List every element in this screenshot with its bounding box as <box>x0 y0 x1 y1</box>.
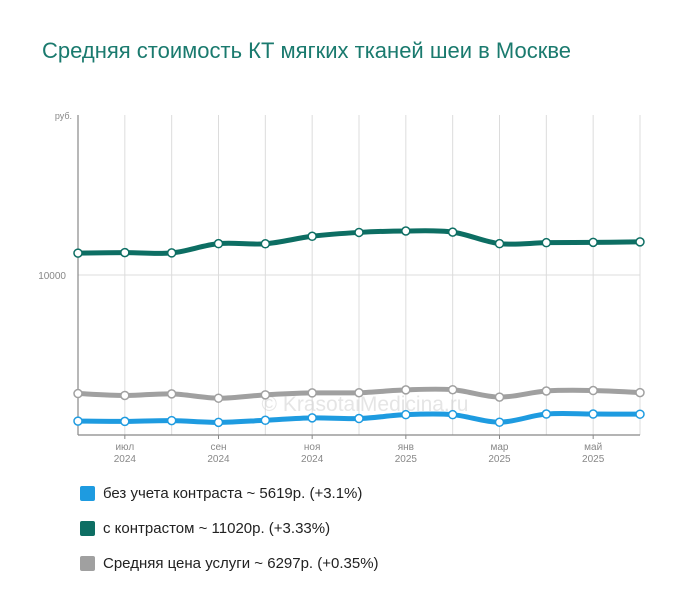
data-point <box>260 415 271 426</box>
x-tick-year: 2024 <box>114 454 137 465</box>
grid-lines <box>77 115 641 435</box>
watermark: © KrasotaiMedicina.ru <box>262 393 469 416</box>
data-point <box>166 248 177 258</box>
data-point <box>635 237 645 247</box>
x-tick-month: июл <box>115 442 134 453</box>
data-point <box>401 409 411 420</box>
data-point <box>541 237 552 248</box>
x-tick-month: мар <box>491 442 509 453</box>
data-point <box>120 247 130 258</box>
legend-swatch <box>80 486 95 501</box>
data-point <box>635 409 645 419</box>
x-tick-year: 2024 <box>301 454 324 465</box>
data-point <box>494 238 505 249</box>
data-point <box>401 385 411 395</box>
data-point <box>307 413 317 423</box>
axes <box>77 115 640 439</box>
data-point <box>73 416 83 426</box>
x-tick-year: 2024 <box>207 454 230 465</box>
data-point <box>73 388 83 399</box>
data-point <box>213 393 224 403</box>
data-point <box>494 392 505 402</box>
data-point <box>541 386 552 396</box>
y-unit-label: руб. <box>55 111 72 121</box>
data-point <box>588 409 598 419</box>
data-point <box>213 238 224 249</box>
data-point <box>307 388 317 398</box>
data-point <box>635 387 645 398</box>
x-tick-month: сен <box>210 442 226 453</box>
data-point <box>73 248 83 258</box>
chart-area: © KrasotaiMedicina.ru 10000руб.июл2024се… <box>38 111 645 465</box>
x-tick-month: май <box>584 442 602 453</box>
data-point <box>213 417 224 428</box>
x-tick-year: 2025 <box>582 454 605 465</box>
y-tick-label: 10000 <box>38 271 66 282</box>
data-point <box>401 226 411 236</box>
data-point <box>354 413 364 424</box>
x-tick-year: 2025 <box>488 454 511 465</box>
x-tick-month: янв <box>398 442 414 453</box>
x-tick-month: ноя <box>304 442 321 453</box>
chart-title: Средняя стоимость КТ мягких тканей шеи в… <box>42 38 572 63</box>
legend-swatch <box>80 521 95 536</box>
data-point <box>447 409 458 420</box>
data-point <box>166 415 177 426</box>
data-point <box>307 231 317 242</box>
data-point <box>541 409 552 419</box>
data-point <box>166 389 177 399</box>
legend-swatch <box>80 556 95 571</box>
data-point <box>494 417 505 427</box>
data-point <box>447 227 458 237</box>
legend-label: с контрастом ~ 11020р. (+3.33%) <box>103 520 331 537</box>
data-point <box>260 390 271 400</box>
x-tick-year: 2025 <box>395 454 418 465</box>
data-point <box>588 237 598 248</box>
data-point <box>588 385 598 396</box>
legend-label: без учета контраста ~ 5619р. (+3.1%) <box>103 485 363 502</box>
data-point <box>354 388 364 398</box>
data-point <box>120 416 130 427</box>
tick-labels: 10000руб.июл2024сен2024ноя2024янв2025мар… <box>38 111 605 465</box>
data-point <box>260 239 271 249</box>
series-lines <box>73 226 645 428</box>
data-point <box>354 227 364 238</box>
data-point <box>447 384 458 395</box>
legend-label: Средняя цена услуги ~ 6297р. (+0.35%) <box>103 555 379 572</box>
data-point <box>120 390 130 401</box>
